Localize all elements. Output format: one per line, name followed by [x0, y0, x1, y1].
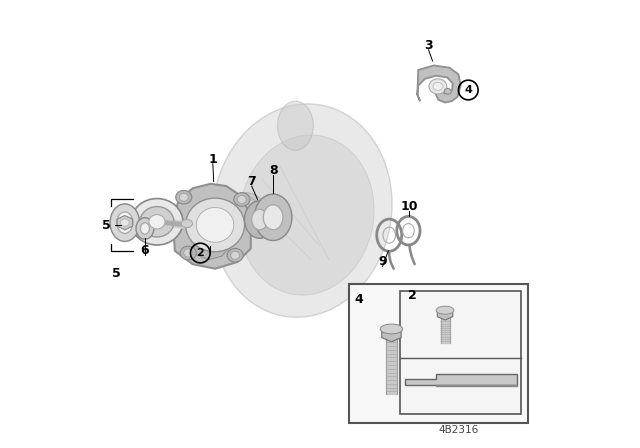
Bar [401, 291, 521, 414]
Ellipse shape [116, 212, 133, 233]
Text: 9: 9 [378, 255, 387, 268]
Text: 5: 5 [102, 219, 111, 232]
Ellipse shape [136, 218, 154, 239]
Ellipse shape [140, 223, 149, 234]
Ellipse shape [227, 196, 261, 234]
Ellipse shape [110, 204, 140, 241]
Polygon shape [417, 65, 461, 103]
Ellipse shape [149, 215, 165, 229]
Text: 6: 6 [141, 244, 149, 257]
Ellipse shape [228, 193, 264, 224]
Ellipse shape [244, 201, 275, 238]
Ellipse shape [227, 249, 243, 262]
Ellipse shape [254, 194, 292, 241]
Polygon shape [437, 306, 452, 320]
Ellipse shape [212, 104, 392, 317]
Ellipse shape [179, 193, 188, 201]
Ellipse shape [184, 249, 193, 257]
Ellipse shape [263, 205, 283, 230]
Text: 5: 5 [113, 267, 121, 280]
Ellipse shape [140, 207, 174, 237]
Polygon shape [405, 374, 516, 385]
Text: 4: 4 [465, 85, 472, 95]
Text: 3: 3 [424, 39, 433, 52]
Polygon shape [120, 219, 129, 227]
Ellipse shape [196, 207, 234, 242]
Text: 2: 2 [408, 289, 417, 302]
Ellipse shape [429, 79, 447, 94]
Ellipse shape [231, 251, 239, 259]
Text: 10: 10 [401, 200, 418, 213]
Bar [349, 284, 527, 423]
Ellipse shape [433, 82, 443, 90]
Polygon shape [382, 325, 401, 342]
Ellipse shape [444, 88, 451, 94]
Ellipse shape [234, 193, 250, 206]
Ellipse shape [186, 198, 244, 252]
Polygon shape [117, 215, 132, 230]
Ellipse shape [380, 324, 403, 334]
Ellipse shape [436, 306, 454, 314]
Ellipse shape [176, 190, 192, 204]
Polygon shape [173, 184, 251, 269]
Text: 4: 4 [355, 293, 364, 306]
Polygon shape [193, 237, 228, 260]
Text: 1: 1 [209, 153, 217, 166]
Ellipse shape [278, 101, 314, 151]
Text: 8: 8 [269, 164, 277, 177]
Text: 2: 2 [196, 248, 204, 258]
Text: 7: 7 [247, 175, 256, 188]
Ellipse shape [234, 203, 255, 227]
Ellipse shape [181, 220, 193, 228]
Ellipse shape [252, 209, 268, 230]
Ellipse shape [180, 246, 196, 260]
Text: 4B2316: 4B2316 [438, 425, 479, 435]
Ellipse shape [239, 135, 374, 295]
Ellipse shape [131, 198, 183, 245]
Ellipse shape [237, 195, 246, 203]
